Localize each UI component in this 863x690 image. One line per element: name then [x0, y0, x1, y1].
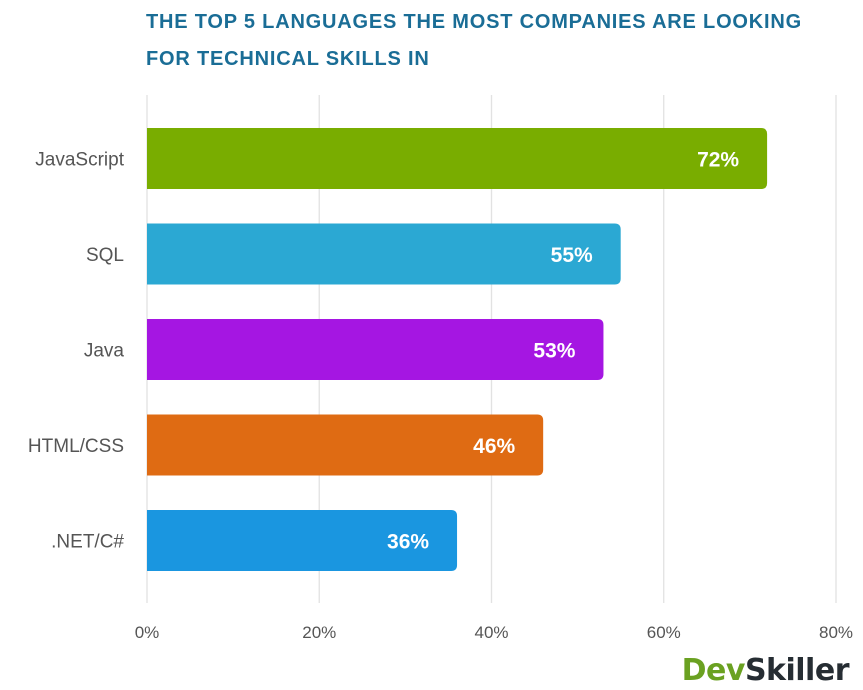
bars — [147, 128, 768, 571]
bar-html-css — [147, 414, 544, 476]
bar-sql — [147, 223, 621, 285]
x-tick-label: 20% — [302, 623, 336, 642]
data-label: 36% — [387, 531, 429, 554]
x-tick-label: 40% — [474, 623, 508, 642]
x-tick-label: 60% — [647, 623, 681, 642]
x-axis-ticks: 0% 20% 40% 60% 80% — [135, 623, 853, 642]
chart-title: THE TOP 5 LANGUAGES THE MOST COMPANIES A… — [146, 11, 802, 70]
bar-java — [147, 319, 604, 380]
category-label: SQL — [86, 245, 124, 266]
data-label: 46% — [473, 435, 515, 458]
x-tick-label: 0% — [135, 623, 160, 642]
devskiller-logo: DevSkiller — [681, 653, 850, 688]
category-labels: JavaScript SQL Java HTML/CSS .NET/C# — [28, 150, 125, 553]
bar-javascript — [147, 128, 768, 189]
data-labels: 72% 55% 53% 46% 36% — [387, 149, 739, 554]
data-label: 72% — [697, 149, 739, 172]
logo-skiller-text: Skiller — [744, 653, 850, 688]
category-label: HTML/CSS — [28, 436, 124, 457]
data-label: 53% — [533, 340, 575, 363]
x-tick-label: 80% — [819, 623, 853, 642]
category-label: Java — [84, 341, 125, 362]
category-label: JavaScript — [35, 150, 124, 171]
data-label: 55% — [551, 244, 593, 267]
category-label: .NET/C# — [51, 532, 124, 553]
logo-dev-text: Dev — [681, 653, 746, 688]
bar-net-c — [147, 510, 458, 571]
